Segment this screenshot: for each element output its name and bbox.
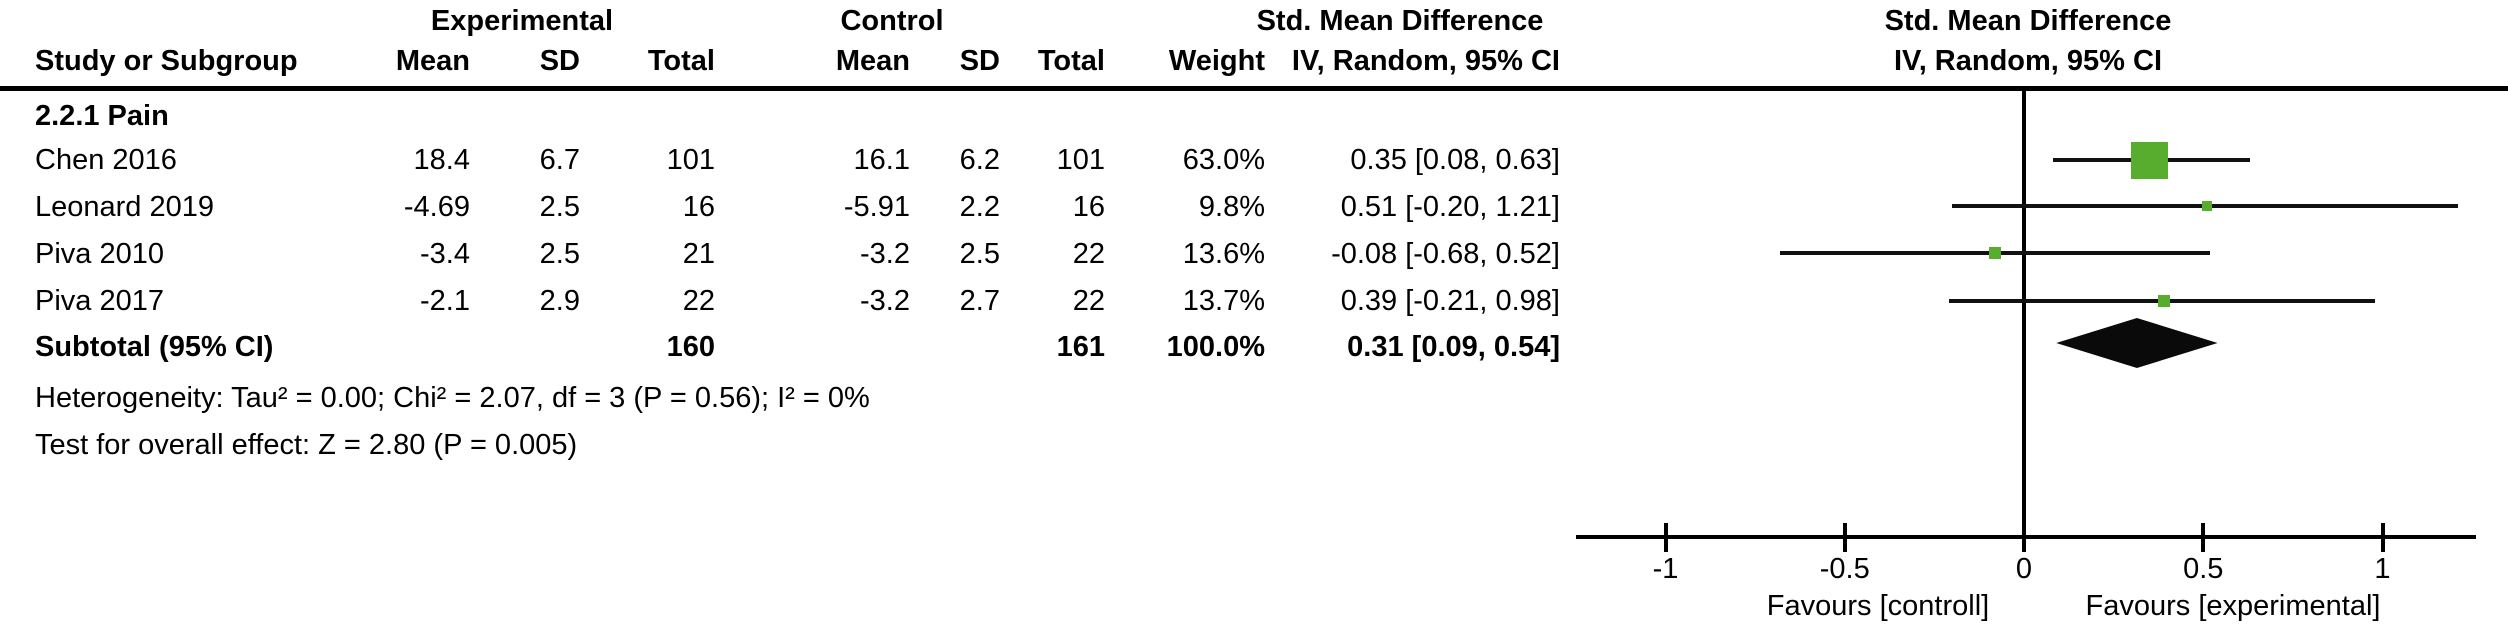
exp-total: 101 <box>666 144 715 176</box>
header-group-smd: Std. Mean Difference <box>1256 5 1544 37</box>
column-header-ctrl-mean: Mean <box>835 45 910 77</box>
favours-right-label: Favours [experimental] <box>2085 590 2381 622</box>
weight: 13.7% <box>1182 285 1265 317</box>
zero-line <box>2022 91 2026 537</box>
ctrl-sd: 6.2 <box>959 144 1000 176</box>
column-header-ci: IV, Random, 95% CI <box>1291 45 1560 77</box>
ctrl-total: 16 <box>1072 191 1105 223</box>
column-header-exp-mean: Mean <box>395 45 470 77</box>
subtotal-ctrl-total: 161 <box>1056 331 1105 363</box>
column-header-weight: Weight <box>1168 45 1265 77</box>
ctrl-total: 22 <box>1072 285 1105 317</box>
header-group-control: Control <box>840 5 944 37</box>
plot-header-title: Std. Mean Difference <box>1884 5 2172 37</box>
ci-square-marker <box>2157 295 2170 307</box>
ci-text: 0.51 [-0.20, 1.21] <box>1340 191 1560 223</box>
subgroup-label: 2.2.1 Pain <box>35 100 169 132</box>
header-group-experimental: Experimental <box>430 5 614 37</box>
tick-label: -1 <box>1652 553 1679 585</box>
study-name: Piva 2017 <box>35 285 164 317</box>
table-row: Piva 2010 -3.4 2.5 21 -3.2 2.5 22 13.6% … <box>0 237 1600 284</box>
exp-total: 21 <box>682 238 715 270</box>
axis-tick <box>1663 523 1668 552</box>
favours-left-label: Favours [controll] <box>1766 590 1990 622</box>
ctrl-total: 101 <box>1056 144 1105 176</box>
ctrl-mean: -5.91 <box>843 191 910 223</box>
table-row: Chen 2016 18.4 6.7 101 16.1 6.2 101 63.0… <box>0 143 1600 190</box>
tick-label: 0 <box>2015 553 2033 585</box>
ctrl-mean: -3.2 <box>860 238 910 270</box>
exp-sd: 6.7 <box>539 144 580 176</box>
subtotal-exp-total: 160 <box>666 331 715 363</box>
subtotal-row: Subtotal (95% CI) 160 161 100.0% 0.31 [0… <box>0 330 1600 377</box>
plot-header-subtitle: IV, Random, 95% CI <box>1893 45 2163 77</box>
exp-total: 16 <box>682 191 715 223</box>
study-name: Chen 2016 <box>35 144 177 176</box>
ctrl-mean: 16.1 <box>853 144 910 176</box>
overall-effect-text: Test for overall effect: Z = 2.80 (P = 0… <box>35 429 578 461</box>
exp-sd: 2.5 <box>539 191 580 223</box>
table-row: Leonard 2019 -4.69 2.5 16 -5.91 2.2 16 9… <box>0 190 1600 237</box>
ctrl-sd: 2.2 <box>959 191 1000 223</box>
column-header-exp-sd: SD <box>539 45 580 77</box>
subtotal-diamond <box>2056 318 2218 368</box>
axis-tick <box>2022 523 2026 552</box>
ci-square-marker <box>1989 247 2002 259</box>
subtotal-weight: 100.0% <box>1166 331 1265 363</box>
column-header-exp-total: Total <box>647 45 715 77</box>
subgroup-row: 2.2.1 Pain <box>0 99 1600 146</box>
ctrl-total: 22 <box>1072 238 1105 270</box>
heterogeneity-text: Heterogeneity: Tau² = 0.00; Chi² = 2.07,… <box>35 382 870 414</box>
exp-sd: 2.5 <box>539 238 580 270</box>
header-underline <box>0 86 2508 91</box>
weight: 9.8% <box>1198 191 1265 223</box>
axis-tick <box>2201 523 2206 552</box>
ctrl-sd: 2.5 <box>959 238 1000 270</box>
tick-label: -0.5 <box>1819 553 1870 585</box>
axis-tick <box>1842 523 1847 552</box>
ctrl-mean: -3.2 <box>860 285 910 317</box>
ctrl-sd: 2.7 <box>959 285 1000 317</box>
study-name: Leonard 2019 <box>35 191 214 223</box>
exp-mean: -4.69 <box>403 191 470 223</box>
exp-mean: -3.4 <box>420 238 470 270</box>
column-header-study: Study or Subgroup <box>35 45 298 77</box>
column-header-ctrl-total: Total <box>1037 45 1105 77</box>
ci-text: 0.35 [0.08, 0.63] <box>1350 144 1560 176</box>
ci-square-marker <box>2130 141 2168 179</box>
exp-total: 22 <box>682 285 715 317</box>
subtotal-label: Subtotal (95% CI) <box>35 331 274 363</box>
axis-tick <box>2380 523 2385 552</box>
exp-mean: -2.1 <box>420 285 470 317</box>
tick-label: 0.5 <box>2183 553 2224 585</box>
column-header-ctrl-sd: SD <box>959 45 1000 77</box>
study-name: Piva 2010 <box>35 238 164 270</box>
ci-text: 0.39 [-0.21, 0.98] <box>1340 285 1560 317</box>
ci-square-marker <box>2201 201 2212 211</box>
exp-sd: 2.9 <box>539 285 580 317</box>
subtotal-ci-text: 0.31 [0.09, 0.54] <box>1347 331 1560 363</box>
tick-label: 1 <box>2374 553 2391 585</box>
table-row: Piva 2017 -2.1 2.9 22 -3.2 2.7 22 13.7% … <box>0 284 1600 331</box>
exp-mean: 18.4 <box>413 144 470 176</box>
weight: 13.6% <box>1182 238 1265 270</box>
ci-text: -0.08 [-0.68, 0.52] <box>1331 238 1560 270</box>
weight: 63.0% <box>1182 144 1265 176</box>
